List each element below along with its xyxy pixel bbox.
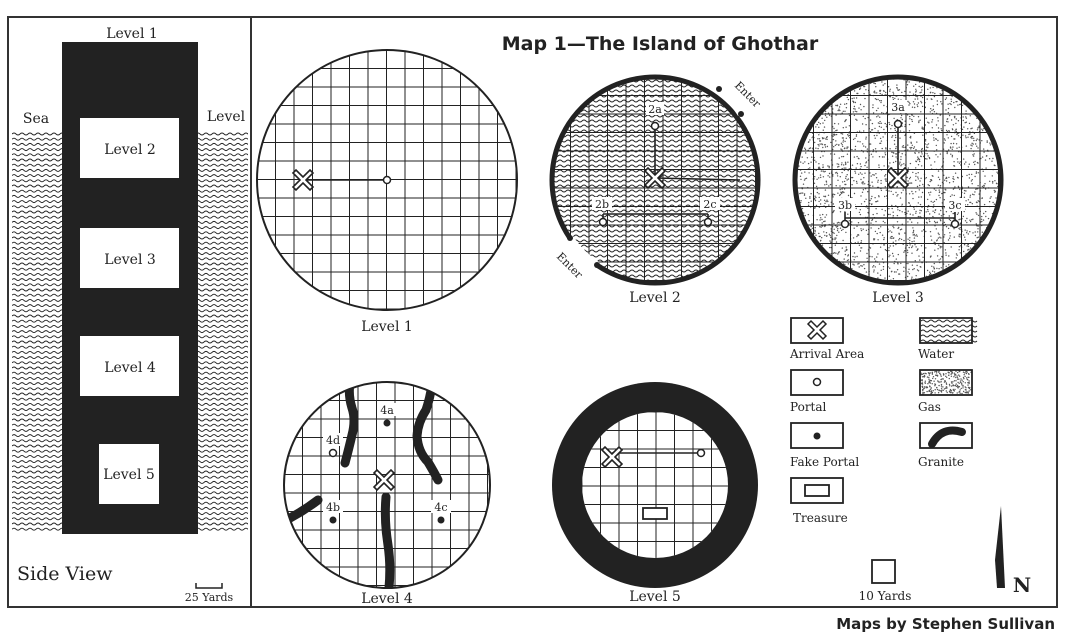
level-2-map: Enter Enter 2a 2b 2c Level 2 bbox=[550, 75, 766, 306]
credit: Maps by Stephen Sullivan bbox=[836, 615, 1055, 633]
portal-2c-icon bbox=[705, 219, 712, 226]
portal-open-dot-icon bbox=[384, 177, 391, 184]
side-level-4-label: Level 4 bbox=[104, 360, 156, 376]
portal-2b-icon bbox=[600, 219, 607, 226]
level-3-label: Level 3 bbox=[872, 290, 924, 306]
portal-3b-icon bbox=[842, 221, 849, 228]
legend-portal-label: Portal bbox=[790, 400, 827, 414]
legend-granite-label: Granite bbox=[918, 455, 964, 469]
side-view: Level 1 Sea Level Level 2 Level 3 Level … bbox=[12, 26, 252, 604]
level-1-map: Level 1 bbox=[257, 50, 517, 335]
marker-2c: 2c bbox=[703, 198, 716, 211]
portal-3a-icon bbox=[895, 121, 902, 128]
marker-3b: 3b bbox=[838, 199, 852, 212]
scale-label: 10 Yards bbox=[859, 589, 912, 603]
fake-portal-4c-icon bbox=[438, 517, 445, 524]
north-arrow-icon bbox=[995, 506, 1005, 588]
portal-open-dot-icon bbox=[698, 450, 705, 457]
legend-treasure-label: Treasure bbox=[793, 511, 848, 525]
legend-fake-portal-label: Fake Portal bbox=[790, 455, 859, 469]
side-top-label: Level 1 bbox=[106, 26, 158, 42]
side-level-5-label: Level 5 bbox=[103, 467, 155, 483]
side-scale-bar bbox=[196, 583, 222, 588]
portal-3c-icon bbox=[952, 221, 959, 228]
fake-portal-4a-icon bbox=[384, 420, 391, 427]
north-label: N bbox=[1013, 573, 1031, 597]
legend-gas-label: Gas bbox=[918, 400, 941, 414]
legend: Arrival Area Water Portal Gas Fake Porta… bbox=[789, 318, 1031, 603]
level-2-label: Level 2 bbox=[629, 290, 681, 306]
side-scale-label: 25 Yards bbox=[185, 591, 234, 604]
portal-open-dot-icon bbox=[814, 379, 821, 386]
gas-stipple-icon bbox=[920, 370, 971, 394]
level-5-map: Level 5 bbox=[552, 382, 758, 605]
level-3-map: 3a 3b 3c Level 3 bbox=[794, 76, 1001, 306]
marker-4a: 4a bbox=[380, 404, 394, 417]
legend-water-label: Water bbox=[918, 347, 954, 361]
side-view-title: Side View bbox=[17, 563, 113, 585]
fake-portal-dot-icon bbox=[814, 433, 821, 440]
map-title: Map 1—The Island of Ghothar bbox=[502, 33, 819, 55]
sea-label: Sea bbox=[23, 111, 49, 127]
portal-4d-icon bbox=[330, 450, 337, 457]
treasure-box-icon bbox=[805, 485, 829, 496]
marker-4b: 4b bbox=[326, 501, 340, 514]
marker-4d: 4d bbox=[326, 434, 340, 447]
sea-level-label: Level bbox=[207, 109, 246, 125]
water-wave-icon bbox=[921, 320, 977, 342]
level-4-map: 4a 4b 4c 4d Level 4 bbox=[284, 382, 490, 607]
marker-2b: 2b bbox=[595, 198, 609, 211]
side-level-3-label: Level 3 bbox=[104, 252, 156, 268]
level-1-label: Level 1 bbox=[361, 319, 413, 335]
legend-arrival-label: Arrival Area bbox=[789, 347, 864, 361]
marker-4c: 4c bbox=[434, 501, 447, 514]
marker-3c: 3c bbox=[948, 199, 961, 212]
marker-2a: 2a bbox=[648, 103, 662, 116]
level-4-label: Level 4 bbox=[361, 591, 413, 607]
sea-right bbox=[196, 133, 252, 530]
portal-2a-icon bbox=[652, 123, 659, 130]
side-level-2-label: Level 2 bbox=[104, 142, 156, 158]
fake-portal-4b-icon bbox=[330, 517, 337, 524]
marker-3a: 3a bbox=[891, 101, 905, 114]
sea-left bbox=[12, 133, 68, 530]
level-5-label: Level 5 bbox=[629, 589, 681, 605]
treasure-box-icon bbox=[643, 508, 667, 519]
scale-square bbox=[872, 560, 895, 583]
